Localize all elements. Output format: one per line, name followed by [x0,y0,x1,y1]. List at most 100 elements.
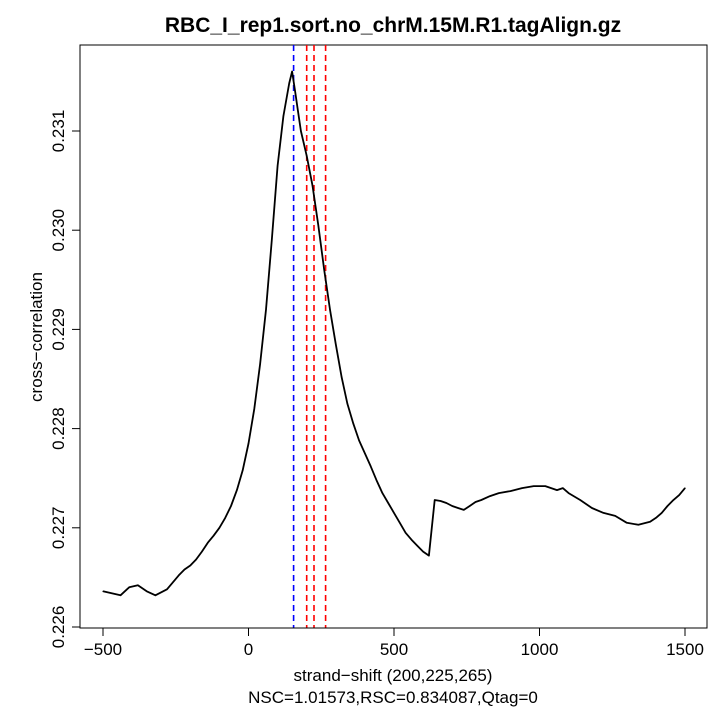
data-point [387,502,389,504]
data-point [393,512,395,514]
data-point [195,558,197,561]
data-point [218,527,220,529]
data-point [102,590,104,592]
data-point [405,532,407,534]
data-point [137,584,139,586]
x-axis-label: strand−shift (200,225,265) [294,666,493,685]
data-point [509,490,511,492]
data-point [265,309,267,311]
data-point [614,515,616,517]
y-tick-label: 0.231 [49,110,68,153]
data-point [178,574,180,577]
data-point [288,82,290,84]
data-point [469,505,471,507]
data-point [678,494,680,496]
data-point [672,499,675,501]
data-point [207,542,209,544]
y-axis: 0.226 0.227 0.228 0.229 0.230 0.231 [49,110,81,649]
data-point [480,499,482,501]
y-tick-label: 0.226 [49,606,68,649]
data-point [242,469,244,471]
data-point [533,485,535,487]
data-point [440,500,442,502]
data-point [463,509,465,511]
data-point [457,507,459,509]
data-point [317,224,319,226]
data-point [399,522,401,524]
data-point [271,239,273,241]
data-point [111,592,113,594]
data-point [329,309,331,311]
data-point [416,545,418,547]
data-point [568,492,570,494]
data-point [591,507,593,509]
chart-subtitle: NSC=1.01573,RSC=0.834087,Qtag=0 [248,688,538,707]
data-point [352,423,354,425]
y-tick-label: 0.228 [49,407,68,450]
data-point [451,505,453,507]
data-point [119,594,122,596]
data-point [253,408,255,410]
chart-title: RBC_I_rep1.sort.no_chrM.15M.R1.tagAlign.… [165,14,621,37]
data-point [282,115,284,117]
data-point [422,551,424,553]
data-point [128,586,130,588]
data-point [544,485,546,487]
data-point [160,591,162,593]
data-point [602,512,605,514]
x-axis: −500 0 500 1000 1500 [84,627,704,659]
data-point [189,564,191,567]
data-point [154,594,156,596]
data-point [684,487,686,489]
x-tick-label: 500 [380,640,408,659]
data-point [306,155,308,157]
data-point [626,522,628,524]
data-point [247,442,250,445]
data-point [489,495,491,497]
data-point [375,479,378,481]
data-point [277,165,279,167]
data-point [358,439,360,442]
data-point [224,517,226,519]
data-point [381,492,383,494]
series-layer [102,70,686,597]
data-point [579,499,581,501]
data-point [172,581,174,584]
data-point [201,551,203,553]
x-tick-label: −500 [84,640,122,659]
data-point [346,403,348,405]
data-point [655,517,657,519]
vertical-markers [292,45,327,628]
data-point [649,521,651,523]
data-point [183,568,186,571]
x-tick-label: 1500 [666,640,704,659]
data-point [410,539,413,541]
data-point [294,90,296,92]
data-point [637,524,640,526]
data-point [341,376,343,378]
y-tick-label: 0.229 [49,308,68,351]
data-point [311,185,314,187]
data-point [556,489,558,491]
data-point [300,130,302,132]
y-axis-label: cross−correlation [27,272,46,402]
data-point [521,487,523,489]
data-point [213,535,215,537]
data-point [370,465,372,467]
x-tick-label: 0 [244,640,253,659]
y-tick-label: 0.227 [49,507,68,550]
data-point [666,505,669,507]
data-point [146,590,148,592]
data-point [428,555,430,557]
data-point [474,501,477,503]
data-point [259,363,261,365]
data-point [498,492,500,494]
y-tick-label: 0.230 [49,209,68,252]
data-point [236,489,238,491]
data-point [445,502,447,504]
data-point [661,512,663,514]
x-tick-label: 1000 [521,640,559,659]
data-point [364,452,366,454]
